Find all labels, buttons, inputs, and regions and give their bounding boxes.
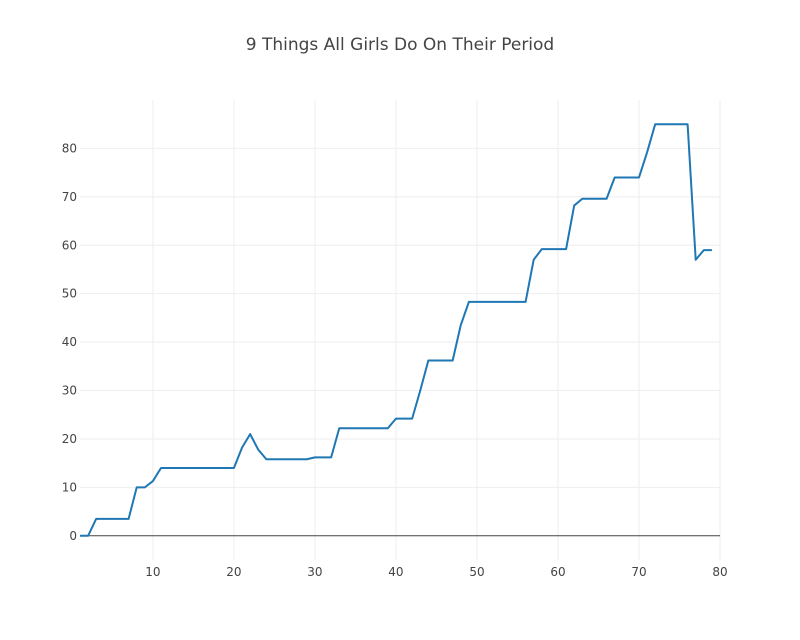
x-tick-label: 70: [631, 565, 646, 579]
x-axis-ticks: 10 20 30 40 50 60 70 80: [145, 565, 727, 579]
x-tick-label: 60: [550, 565, 565, 579]
y-tick-label: 30: [62, 384, 77, 398]
y-tick-label: 20: [62, 432, 77, 446]
y-tick-label: 70: [62, 190, 77, 204]
y-tick-label: 60: [62, 238, 77, 252]
x-tick-label: 10: [145, 565, 160, 579]
y-tick-label: 80: [62, 141, 77, 155]
x-tick-label: 50: [469, 565, 484, 579]
y-tick-label: 50: [62, 287, 77, 301]
chart-title: 9 Things All Girls Do On Their Period: [246, 35, 554, 55]
series-layer: [80, 123, 712, 537]
grid: [80, 100, 721, 560]
x-tick-label: 40: [388, 565, 403, 579]
x-tick-label: 30: [307, 565, 322, 579]
y-tick-label: 0: [69, 529, 77, 543]
x-tick-label: 20: [226, 565, 241, 579]
x-tick-label: 80: [712, 565, 727, 579]
y-axis-ticks: 0 10 20 30 40 50 60 70 80: [62, 141, 77, 542]
y-tick-label: 40: [62, 335, 77, 349]
y-tick-label: 10: [62, 480, 77, 494]
series-line: [80, 123, 712, 537]
